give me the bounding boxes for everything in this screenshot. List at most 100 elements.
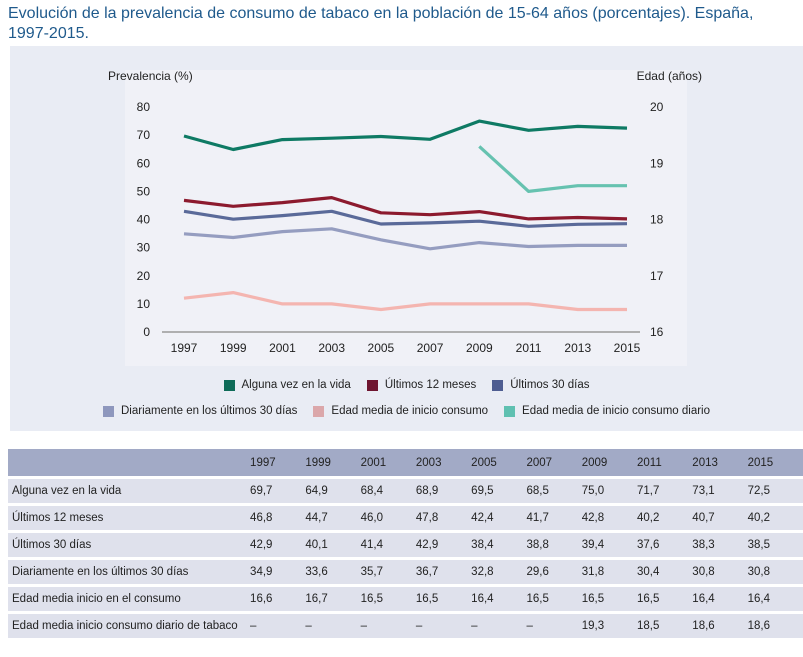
legend-swatch xyxy=(492,379,504,391)
table-header-year: 2009 xyxy=(581,449,638,476)
table-cell: 29,6 xyxy=(526,560,582,584)
table-cell: 75,0 xyxy=(581,479,638,503)
table-cell: 16,7 xyxy=(305,587,361,611)
x-tick-label: 2001 xyxy=(269,341,296,355)
x-tick-label: 2011 xyxy=(516,341,542,355)
table-cell: 69,7 xyxy=(250,479,306,503)
table-cell: 47,8 xyxy=(415,506,472,530)
y-tick-label: 40 xyxy=(137,213,151,227)
x-tick-label: 2013 xyxy=(564,341,591,355)
table-cell: 18,6 xyxy=(692,614,748,638)
table-cell: 38,3 xyxy=(692,533,748,557)
y-tick-label: 60 xyxy=(137,156,151,170)
legend-item: Edad media de inicio consumo xyxy=(313,405,488,417)
x-tick-label: 2005 xyxy=(368,341,395,355)
table-cell: 18,6 xyxy=(747,614,803,638)
table-cell: 40,2 xyxy=(637,506,693,530)
legend-label: Últimos 12 meses xyxy=(384,379,477,391)
legend-swatch xyxy=(504,405,516,417)
table-cell: 34,9 xyxy=(250,560,306,584)
table-cell: 39,4 xyxy=(581,533,638,557)
x-tick-label: 1997 xyxy=(171,341,198,355)
table-header-year: 1997 xyxy=(250,449,306,476)
chart-panel: Prevalencia (%) Edad (años) 0 10 20 30 40 50 6… xyxy=(10,46,803,431)
table-cell: 30,4 xyxy=(637,560,693,584)
row-label: Últimos 12 meses xyxy=(8,506,251,530)
table-cell: 33,6 xyxy=(305,560,361,584)
legend-item: Alguna vez en la vida xyxy=(223,379,351,391)
legend-item: Edad media de inicio consumo diario xyxy=(504,405,710,417)
table-cell: 31,8 xyxy=(581,560,638,584)
table-row: Edad media inicio en el consumo 16,6 16,7 1… xyxy=(8,587,803,611)
series-line-4 xyxy=(183,227,627,251)
row-label: Edad media inicio en el consumo xyxy=(8,587,251,611)
x-tick-label: 2015 xyxy=(614,341,641,355)
y2-tick-label: 19 xyxy=(650,156,664,170)
table-cell: 68,5 xyxy=(526,479,582,503)
table-cell: – xyxy=(526,614,582,638)
y-tick-label: 30 xyxy=(137,241,151,255)
data-table: 1997 1999 2001 2003 2005 2007 2009 2011 2013 2015… xyxy=(8,446,803,641)
table-cell: 35,7 xyxy=(360,560,416,584)
table-row: Alguna vez en la vida 69,7 64,9 68,4 68,9 69,… xyxy=(8,479,803,503)
table-cell: 38,8 xyxy=(526,533,582,557)
table-cell: 16,5 xyxy=(526,587,582,611)
row-label: Alguna vez en la vida xyxy=(8,479,251,503)
table-cell: – xyxy=(471,614,527,638)
table-cell: 40,7 xyxy=(692,506,748,530)
table-cell: 41,4 xyxy=(360,533,416,557)
legend-row-1: Alguna vez en la vida Últimos 12 meses Últ… xyxy=(10,379,803,391)
legend-label: Edad media de inicio consumo xyxy=(331,405,489,417)
table-row: Últimos 30 días 42,9 40,1 41,4 42,9 38,4 38,8 3… xyxy=(8,533,803,557)
table-header-year: 2015 xyxy=(747,449,803,476)
table-header-year: 2003 xyxy=(415,449,472,476)
table-cell: 64,9 xyxy=(305,479,361,503)
y-tick-label: 70 xyxy=(137,128,151,142)
table-cell: 16,5 xyxy=(415,587,472,611)
table-cell: 38,4 xyxy=(471,533,527,557)
table-cell: 71,7 xyxy=(637,479,693,503)
x-tick-label: 2003 xyxy=(318,341,345,355)
y2-axis-label: Edad (años) xyxy=(637,69,702,83)
table-cell: 38,5 xyxy=(747,533,803,557)
table-header-year: 2005 xyxy=(471,449,527,476)
y2-tick-label: 17 xyxy=(650,269,664,283)
table-cell: – xyxy=(250,614,306,638)
table-cell: 36,7 xyxy=(415,560,472,584)
legend-swatch xyxy=(223,379,235,391)
table-cell: 16,5 xyxy=(581,587,638,611)
chart-title: Evolución de la prevalencia de consumo d… xyxy=(8,5,754,42)
y-tick-label: 20 xyxy=(137,269,151,283)
table-cell: 69,5 xyxy=(471,479,527,503)
series-line-6 xyxy=(478,145,627,193)
table-cell: 68,4 xyxy=(360,479,416,503)
table-header-blank xyxy=(8,449,251,476)
y-tick-label: 10 xyxy=(137,297,151,311)
table-cell: 32,8 xyxy=(471,560,527,584)
series-line-5 xyxy=(183,291,627,312)
table-cell: 18,5 xyxy=(637,614,693,638)
table-cell: 42,9 xyxy=(250,533,306,557)
table-cell: 16,5 xyxy=(360,587,416,611)
table-header-year: 2013 xyxy=(692,449,748,476)
table-cell: 72,5 xyxy=(747,479,803,503)
table-cell: 40,1 xyxy=(305,533,361,557)
legend-label: Edad media de inicio consumo diario xyxy=(522,405,710,417)
table-row: Últimos 12 meses 46,8 44,7 46,0 47,8 42,4 41,7… xyxy=(8,506,803,530)
table-row: Edad media inicio consumo diario de taba… xyxy=(8,614,803,638)
table-cell: 68,9 xyxy=(415,479,472,503)
table-cell: 46,0 xyxy=(360,506,416,530)
table-cell: 44,7 xyxy=(305,506,361,530)
legend-swatch xyxy=(103,405,114,417)
table-header-year: 2001 xyxy=(360,449,416,476)
table-cell: 16,4 xyxy=(471,587,527,611)
table-row: Diariamente en los últimos 30 días 34,9 33… xyxy=(8,560,803,584)
legend-swatch xyxy=(313,405,325,417)
y-tick-label: 80 xyxy=(137,100,151,114)
table-cell: 16,5 xyxy=(637,587,693,611)
legend-label: Últimos 30 días xyxy=(510,379,590,391)
legend-label: Diariamente en los últimos 30 días xyxy=(121,405,298,417)
table-cell: 46,8 xyxy=(250,506,306,530)
table-cell: 30,8 xyxy=(692,560,748,584)
series-line-1 xyxy=(183,119,628,152)
